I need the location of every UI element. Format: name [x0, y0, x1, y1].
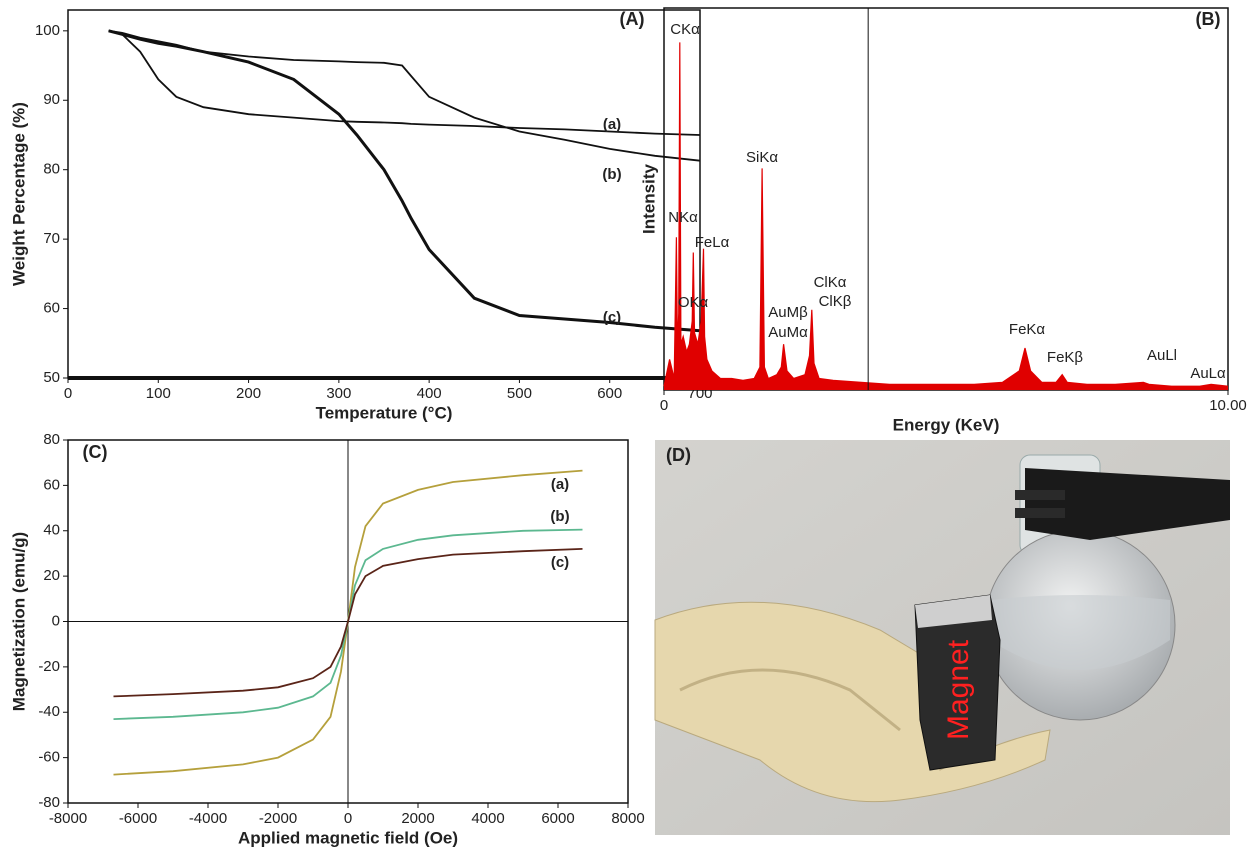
y-tick-label: 40 — [43, 522, 60, 539]
peak-label: ClKβ — [819, 293, 852, 310]
x-tick-label: 300 — [326, 385, 351, 402]
x-tick-label: 600 — [597, 385, 622, 402]
series-label: (c) — [603, 309, 621, 326]
x-tick-label: 0 — [344, 810, 352, 827]
series-line — [113, 548, 583, 698]
x-tick-label: 200 — [236, 385, 261, 402]
peak-label: AuMβ — [768, 304, 808, 321]
y-tick-label: 100 — [35, 22, 60, 39]
series-line — [108, 29, 701, 333]
series-label: (b) — [602, 166, 621, 183]
magnet-top — [915, 595, 992, 628]
y-tick-label: 60 — [43, 300, 60, 317]
x-tick-label: 2000 — [401, 810, 434, 827]
x-tick-label: -8000 — [49, 810, 87, 827]
y-tick-label: -60 — [38, 749, 60, 766]
x-tick-label: -2000 — [259, 810, 297, 827]
x-tick-label: 500 — [507, 385, 532, 402]
y-axis-title: Magnetization (emu/g) — [9, 532, 28, 711]
series-label: (c) — [551, 554, 569, 571]
series-label: (a) — [551, 476, 569, 493]
x-tick-label: -4000 — [189, 810, 227, 827]
series-line — [108, 29, 701, 136]
x-tick-label: -6000 — [119, 810, 157, 827]
gloved-hand — [654, 601, 1051, 803]
x-tick-label: 6000 — [541, 810, 574, 827]
magnet-label: Magnet — [942, 639, 975, 740]
x-axis-title: Temperature (°C) — [316, 403, 453, 422]
x-tick-label: 100 — [146, 385, 171, 402]
spectrum-fill — [664, 42, 1228, 391]
x-tick-label: 400 — [417, 385, 442, 402]
peak-label: AuMα — [768, 324, 808, 341]
peak-label: FeKβ — [1047, 349, 1084, 366]
y-tick-label: -20 — [38, 658, 60, 675]
peak-label: SiKα — [746, 149, 778, 166]
y-tick-label: 0 — [52, 612, 60, 629]
series-line — [108, 29, 701, 162]
y-tick-label: 20 — [43, 567, 60, 584]
clamp — [1025, 468, 1230, 540]
peak-label: FeLα — [695, 234, 730, 251]
y-axis-title: Intensity — [639, 164, 658, 234]
peak-label: NKα — [668, 209, 698, 226]
glove-fold — [679, 668, 901, 732]
peak-label: OKα — [678, 294, 709, 311]
spectrum-line — [663, 42, 1229, 387]
clamp-finger — [1015, 490, 1065, 500]
chart-panel: 0 100 200 300 400 500 600 7005060708090100Tempe… — [9, 9, 712, 423]
peak-label: CKα — [670, 21, 700, 38]
panel-label: (C) — [83, 442, 108, 462]
y-tick-label: -40 — [38, 703, 60, 720]
x-tick-label: 0 — [64, 385, 72, 402]
y-tick-label: 60 — [43, 476, 60, 493]
y-axis-title: Weight Percentage (%) — [9, 102, 28, 286]
y-tick-label: 80 — [43, 431, 60, 448]
chart-panel: -8000 -6000 -4000 -2000 0 2000 4000 6000 8000 -80… — [9, 431, 644, 848]
x-tick-label: 0 — [660, 397, 668, 414]
x-tick-label: 4000 — [471, 810, 504, 827]
peak-label: ClKα — [814, 274, 847, 291]
series-label: (a) — [603, 116, 621, 133]
x-tick-label: 10.00 — [1209, 397, 1247, 414]
liquid — [990, 595, 1170, 670]
photo-panel: (D) Magnet — [654, 440, 1230, 835]
x-axis-title: Applied magnetic field (Oe) — [238, 828, 458, 847]
plot-frame — [663, 7, 1229, 391]
peak-label: AuLl — [1147, 347, 1177, 364]
y-tick-label: 80 — [43, 161, 60, 178]
clamp-finger — [1015, 508, 1065, 518]
y-tick-label: 70 — [43, 230, 60, 247]
peak-label: FeKα — [1009, 321, 1046, 338]
chart-panel: 0 10.00 Energy (KeV) Intensity (B) CKα NKα FeLα… — [639, 7, 1247, 434]
series-label: (b) — [550, 508, 569, 525]
x-tick-label: 8000 — [611, 810, 644, 827]
panel-label: (D) — [666, 445, 691, 465]
panel-label: (A) — [620, 9, 645, 29]
y-tick-label: 50 — [43, 369, 60, 386]
y-tick-label: -80 — [38, 794, 60, 811]
panel-label: (B) — [1196, 9, 1221, 29]
x-axis-title: Energy (KeV) — [893, 415, 1000, 434]
peak-label: AuLα — [1190, 365, 1226, 382]
y-tick-label: 90 — [43, 91, 60, 108]
